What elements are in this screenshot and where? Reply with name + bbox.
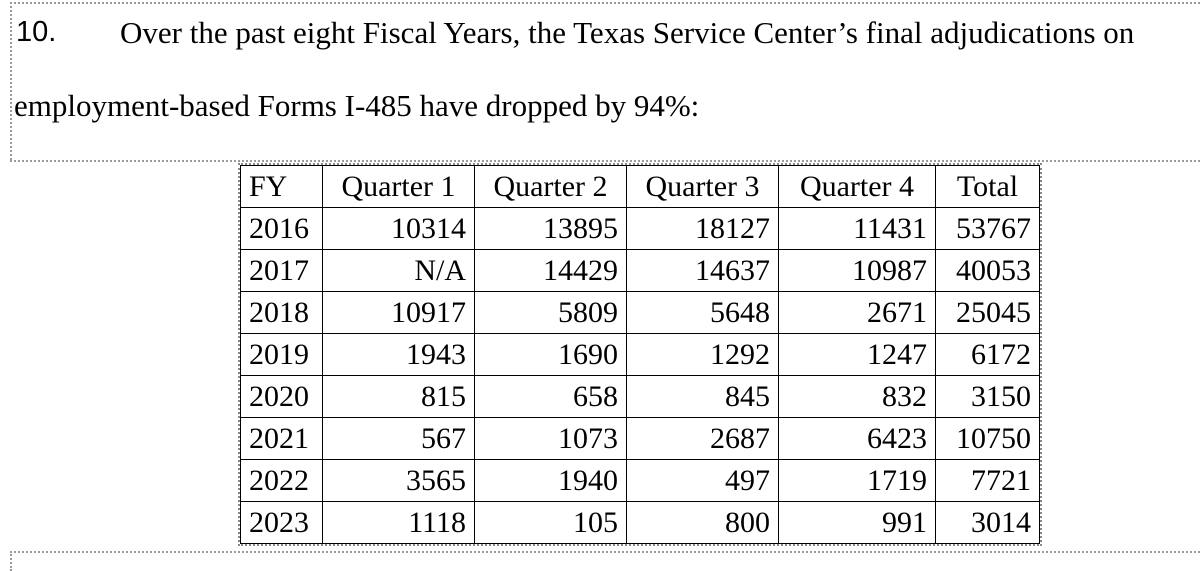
cell-total: 3014 [935, 501, 1040, 544]
cell-q4: 1247 [778, 333, 936, 376]
cell-q2: 5809 [474, 291, 627, 334]
page-guide-divider [10, 160, 1200, 162]
table-row: 2021 567 1073 2687 6423 10750 [240, 417, 1040, 460]
cell-q2: 105 [474, 501, 627, 544]
cell-q4: 991 [778, 501, 936, 544]
cell-q3: 1292 [626, 333, 779, 376]
cell-q2: 1073 [474, 417, 627, 460]
cell-fy: 2021 [240, 417, 323, 460]
cell-q1: N/A [322, 249, 475, 292]
page-guide-top [10, 2, 1200, 4]
cell-q1: 1118 [322, 501, 475, 544]
cell-q1: 815 [322, 375, 475, 418]
cell-q3: 14637 [626, 249, 779, 292]
table-row: 2019 1943 1690 1292 1247 6172 [240, 333, 1040, 376]
cell-q4: 6423 [778, 417, 936, 460]
cell-total: 6172 [935, 333, 1040, 376]
cell-fy: 2020 [240, 375, 323, 418]
table-row: 2016 10314 13895 18127 11431 53767 [240, 207, 1040, 250]
header-total: Total [935, 165, 1040, 208]
cell-q1: 3565 [322, 459, 475, 502]
cell-q1: 10314 [322, 207, 475, 250]
cell-total: 7721 [935, 459, 1040, 502]
header-quarter-1: Quarter 1 [322, 165, 475, 208]
cell-fy: 2019 [240, 333, 323, 376]
table-header-row: FY Quarter 1 Quarter 2 Quarter 3 Quarter… [240, 165, 1040, 208]
cell-q1: 1943 [322, 333, 475, 376]
cell-q2: 13895 [474, 207, 627, 250]
cell-total: 10750 [935, 417, 1040, 460]
cell-q3: 18127 [626, 207, 779, 250]
cell-fy: 2022 [240, 459, 323, 502]
data-table-frame: FY Quarter 1 Quarter 2 Quarter 3 Quarter… [238, 163, 1042, 546]
cell-fy: 2017 [240, 249, 323, 292]
cell-q3: 497 [626, 459, 779, 502]
adjudications-table: FY Quarter 1 Quarter 2 Quarter 3 Quarter… [240, 165, 1040, 544]
cell-q3: 5648 [626, 291, 779, 334]
cell-total: 3150 [935, 375, 1040, 418]
table-row: 2022 3565 1940 497 1719 7721 [240, 459, 1040, 502]
cell-q4: 2671 [778, 291, 936, 334]
paragraph-number: 10. [16, 16, 57, 48]
paragraph-text-line-1: Over the past eight Fiscal Years, the Te… [120, 15, 1135, 50]
table-row: 2023 1118 105 800 991 3014 [240, 501, 1040, 544]
cell-q2: 1690 [474, 333, 627, 376]
cell-q3: 800 [626, 501, 779, 544]
cell-total: 40053 [935, 249, 1040, 292]
page-guide-bottom [10, 551, 1200, 553]
cell-q4: 1719 [778, 459, 936, 502]
header-quarter-3: Quarter 3 [626, 165, 779, 208]
cell-q3: 2687 [626, 417, 779, 460]
cell-q3: 845 [626, 375, 779, 418]
header-fy: FY [240, 165, 323, 208]
table-row: 2018 10917 5809 5648 2671 25045 [240, 291, 1040, 334]
page-guide-left [10, 2, 12, 160]
cell-q2: 1940 [474, 459, 627, 502]
page-guide-left-lower [10, 551, 12, 571]
cell-q4: 832 [778, 375, 936, 418]
cell-q4: 11431 [778, 207, 936, 250]
cell-q1: 567 [322, 417, 475, 460]
cell-q2: 14429 [474, 249, 627, 292]
cell-fy: 2016 [240, 207, 323, 250]
header-quarter-2: Quarter 2 [474, 165, 627, 208]
cell-q2: 658 [474, 375, 627, 418]
cell-total: 53767 [935, 207, 1040, 250]
cell-q1: 10917 [322, 291, 475, 334]
header-quarter-4: Quarter 4 [778, 165, 936, 208]
paragraph-text-line-2: employment-based Forms I-485 have droppe… [14, 88, 700, 123]
cell-fy: 2023 [240, 501, 323, 544]
table-row: 2020 815 658 845 832 3150 [240, 375, 1040, 418]
table-row: 2017 N/A 14429 14637 10987 40053 [240, 249, 1040, 292]
cell-total: 25045 [935, 291, 1040, 334]
cell-q4: 10987 [778, 249, 936, 292]
cell-fy: 2018 [240, 291, 323, 334]
